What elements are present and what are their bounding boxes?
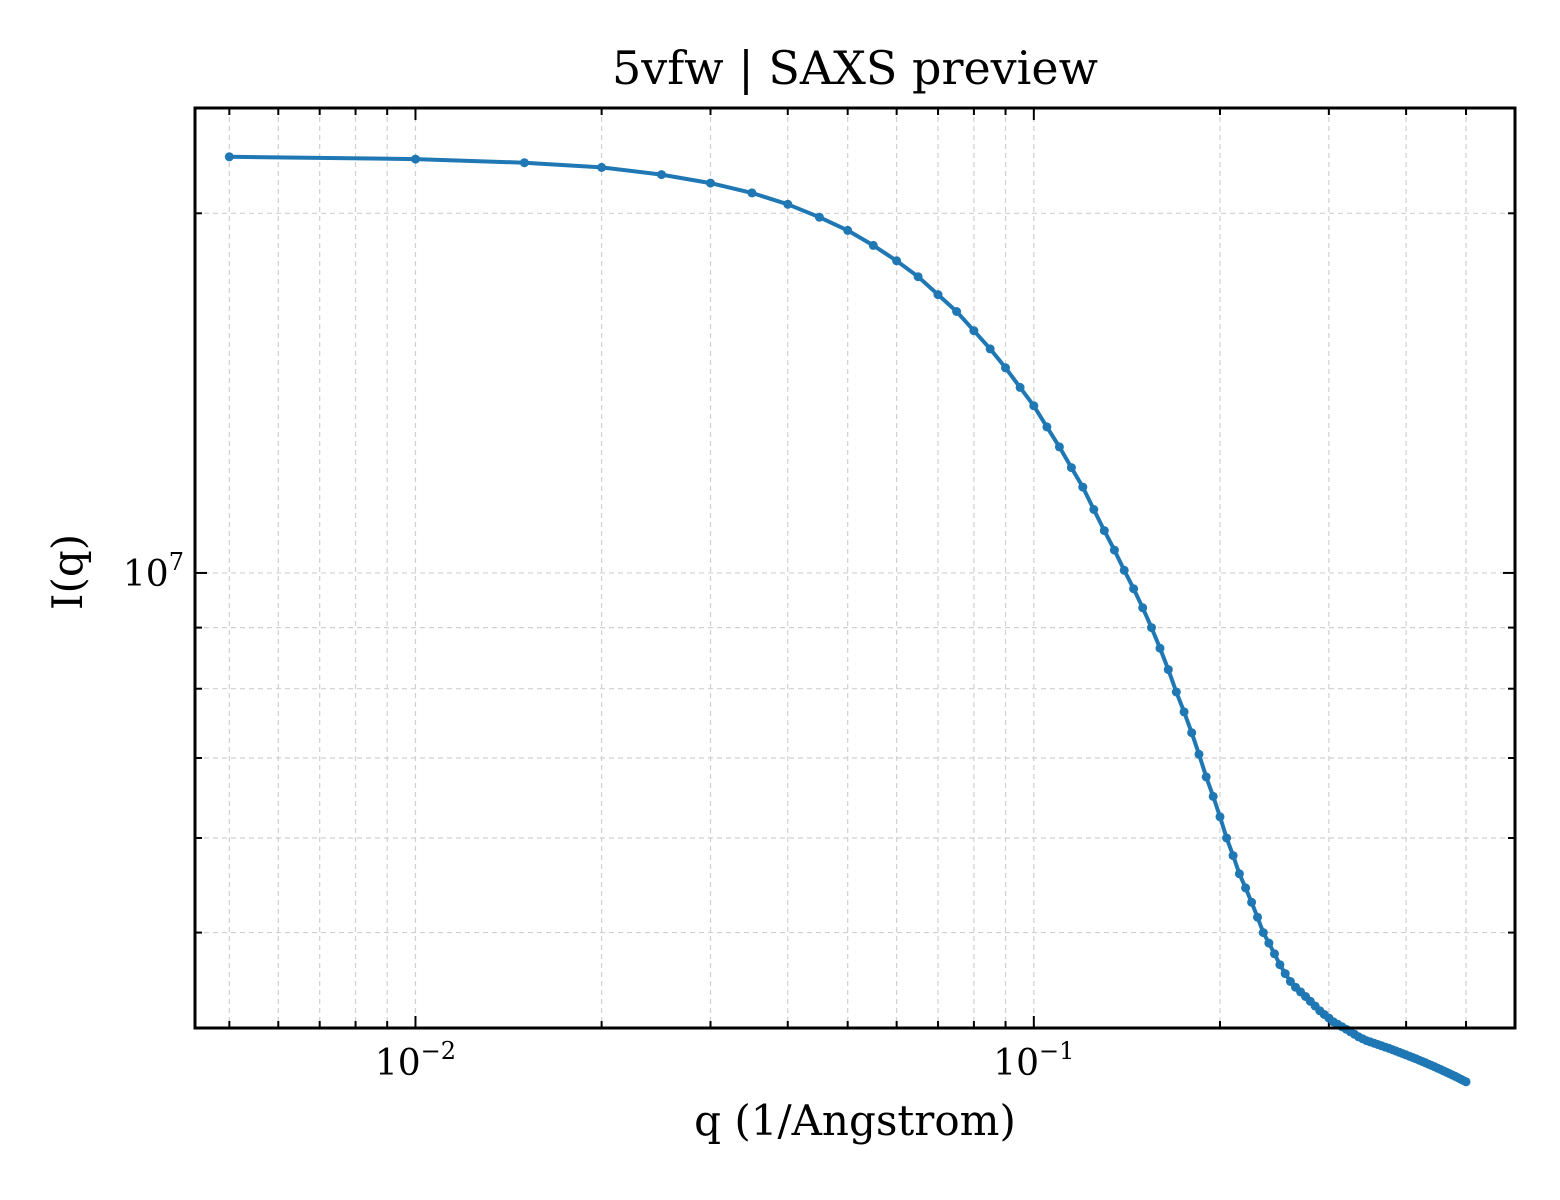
data-point bbox=[1042, 422, 1052, 432]
tick-labels: 10−2 10−1 107 bbox=[123, 548, 1075, 1084]
data-point bbox=[1228, 851, 1238, 861]
data-point bbox=[1253, 912, 1262, 922]
data-point bbox=[1194, 749, 1204, 759]
data-point bbox=[1222, 833, 1232, 843]
chart-title: 5vfw | SAXS preview bbox=[612, 41, 1098, 95]
data-point bbox=[1171, 687, 1181, 697]
data-point bbox=[597, 162, 607, 172]
data-point bbox=[814, 212, 824, 222]
data-point bbox=[892, 256, 902, 266]
data-point bbox=[1247, 897, 1257, 907]
data-point bbox=[1054, 442, 1064, 452]
data-point bbox=[1029, 401, 1039, 411]
data-point bbox=[868, 240, 878, 250]
data-point bbox=[1129, 584, 1139, 594]
data-point bbox=[1089, 505, 1099, 514]
data-point bbox=[1015, 382, 1025, 392]
ticks bbox=[195, 108, 1515, 1028]
data-point bbox=[1270, 949, 1279, 959]
data-point bbox=[657, 170, 666, 180]
data-point bbox=[952, 307, 962, 316]
data-point bbox=[1208, 791, 1218, 801]
grid bbox=[195, 108, 1515, 1028]
x-tick-label: 10−1 bbox=[993, 1037, 1074, 1084]
data-point bbox=[1461, 1077, 1471, 1087]
data-point bbox=[1001, 363, 1010, 373]
data-point bbox=[1155, 643, 1165, 653]
data-point bbox=[1215, 812, 1225, 822]
data-point bbox=[969, 326, 979, 336]
data-point bbox=[1109, 545, 1119, 555]
data-point bbox=[1241, 883, 1251, 893]
data-point bbox=[1201, 772, 1211, 782]
data-point bbox=[1187, 728, 1197, 738]
y-tick-label: 107 bbox=[123, 548, 184, 595]
data-point bbox=[1264, 938, 1274, 948]
data-point bbox=[1078, 482, 1088, 492]
data-point bbox=[1163, 665, 1173, 675]
data-point bbox=[1280, 969, 1290, 979]
data-point bbox=[1275, 960, 1285, 970]
data-point bbox=[1234, 869, 1244, 879]
data-point bbox=[933, 290, 943, 300]
data-point bbox=[1119, 565, 1129, 575]
data-point bbox=[411, 154, 420, 164]
y-axis-label: I(q) bbox=[43, 534, 92, 610]
data-point bbox=[783, 199, 793, 209]
data-point bbox=[913, 272, 923, 282]
data-point bbox=[706, 178, 715, 188]
series-line bbox=[229, 154, 1467, 1084]
data-point bbox=[224, 152, 234, 162]
data-point bbox=[1138, 603, 1148, 613]
x-tick-label: 10−2 bbox=[375, 1037, 456, 1084]
data-point bbox=[519, 158, 529, 168]
x-axis-label: q (1/Angstrom) bbox=[694, 1096, 1016, 1145]
data-point bbox=[985, 344, 995, 354]
plot-frame bbox=[193, 106, 1517, 1030]
series-layer bbox=[224, 152, 1471, 1087]
data-point bbox=[1066, 463, 1076, 473]
data-point bbox=[1179, 707, 1189, 717]
data-point bbox=[843, 225, 853, 235]
data-point bbox=[747, 188, 757, 198]
data-point bbox=[1147, 623, 1156, 633]
data-point bbox=[1099, 526, 1109, 536]
data-point bbox=[1258, 928, 1268, 938]
